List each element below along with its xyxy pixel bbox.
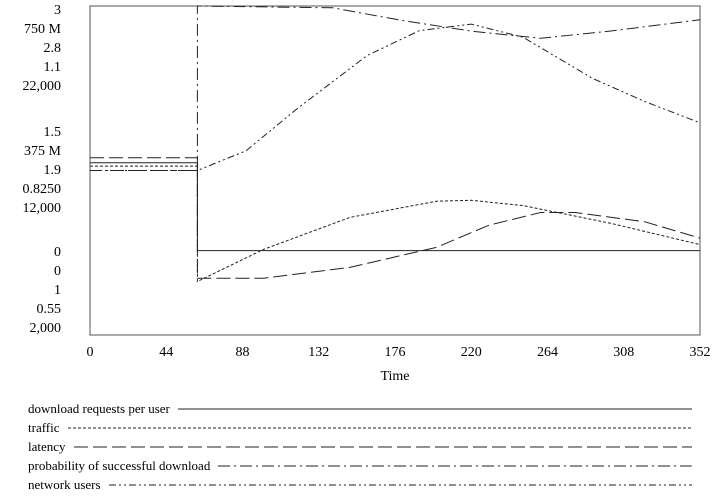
legend-item: download requests per user	[28, 400, 692, 418]
legend-item: latency	[28, 438, 692, 456]
legend-swatch	[218, 465, 692, 467]
y-tick-label-top: 2.8	[44, 41, 62, 56]
legend-label: probability of successful download	[28, 458, 211, 473]
series-line-download-requests-per-user	[90, 162, 700, 252]
y-tick-label-top: 22,000	[23, 79, 62, 94]
x-tick-label: 132	[308, 345, 329, 360]
x-tick-label: 220	[461, 345, 482, 360]
y-tick-label-mid: 12,000	[23, 201, 62, 216]
legend-swatch	[108, 484, 692, 486]
legend-swatch	[73, 446, 692, 448]
y-tick-label-mid: 0.8250	[23, 182, 62, 197]
legend-label: download requests per user	[28, 401, 170, 416]
y-tick-label-bottom: 0	[54, 245, 61, 260]
x-tick-label: 44	[159, 345, 173, 360]
series-line-network-users	[90, 23, 701, 171]
y-tick-label-bottom: 0.55	[37, 302, 62, 317]
legend-label: latency	[28, 439, 66, 454]
series-lines	[90, 5, 701, 283]
legend-label: network users	[28, 477, 101, 492]
y-tick-label-top: 3	[54, 3, 61, 18]
y-tick-label-bottom: 2,000	[30, 321, 62, 336]
x-tick-label: 264	[537, 345, 558, 360]
series-line-latency	[90, 157, 701, 279]
x-tick-label: 352	[690, 345, 711, 360]
y-tick-label-bottom: 0	[54, 264, 61, 279]
y-tick-label-mid: 1.5	[44, 125, 62, 140]
series-line-probability-of-successful-download	[90, 5, 701, 171]
x-tick-label: 308	[613, 345, 634, 360]
y-tick-label-top: 1.1	[44, 60, 62, 75]
legend-label: traffic	[28, 420, 60, 435]
legend-item: network users	[28, 476, 692, 494]
legend: download requests per user traffic latency…	[0, 400, 713, 496]
series-line-traffic	[90, 165, 701, 283]
x-tick-label: 176	[385, 345, 406, 360]
legend-item: traffic	[28, 419, 692, 437]
legend-swatch	[67, 427, 692, 429]
y-tick-label-mid: 375 M	[24, 144, 62, 159]
y-tick-label-mid: 1.9	[44, 163, 62, 178]
x-tick-label: 0	[87, 345, 94, 360]
y-tick-label-bottom: 1	[54, 283, 61, 298]
legend-swatch	[177, 408, 692, 410]
x-tick-label: 88	[236, 345, 250, 360]
x-axis-tick-labels: 0 44 88 132 176 220 264 308 352	[87, 345, 711, 360]
legend-item: probability of successful download	[28, 457, 692, 475]
x-axis-label: Time	[380, 369, 409, 384]
y-tick-label-top: 750 M	[24, 22, 62, 37]
